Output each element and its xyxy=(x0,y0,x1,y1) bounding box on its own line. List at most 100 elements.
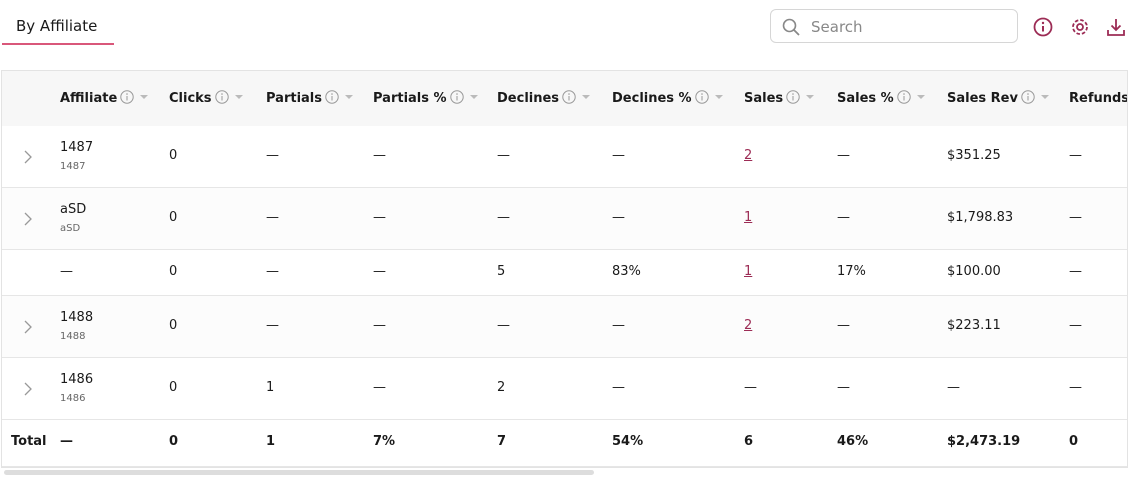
table-cell: — xyxy=(947,380,960,395)
table-cell: — xyxy=(837,318,850,333)
total-cell: $2,473.19 xyxy=(947,434,1021,449)
affiliate-id: aSD xyxy=(60,223,81,234)
table-cell: 0 xyxy=(169,264,178,279)
header-icons[interactable] xyxy=(694,90,729,104)
header-icons[interactable] xyxy=(562,90,596,104)
table-cell: — xyxy=(612,380,625,395)
tab-underline xyxy=(2,43,114,45)
total-cell: 0 xyxy=(1069,434,1079,449)
header-row: Affiliate Clicks Partials Partials % Decline… xyxy=(2,71,1127,127)
table-cell: — xyxy=(837,210,850,225)
table-cell: 2 xyxy=(497,380,506,395)
table-cell: — xyxy=(266,210,279,225)
settings-button[interactable] xyxy=(1070,17,1090,37)
table-row: 1488 1488 0 — — — — 2 — $223.11 — xyxy=(2,296,1127,358)
header-icons[interactable] xyxy=(786,90,820,104)
table-cell: 5 xyxy=(497,264,506,279)
table-cell: — xyxy=(373,318,386,333)
column-header[interactable]: Partials xyxy=(266,90,359,106)
column-header[interactable]: Sales % xyxy=(837,90,931,106)
table-cell: 0 xyxy=(169,318,178,333)
column-header[interactable]: Declines xyxy=(497,90,596,106)
table-cell: 0 xyxy=(169,210,178,225)
table-row: — 0 — — 5 83% 1 17% $100.00 — xyxy=(2,250,1127,296)
table-cell: 83% xyxy=(612,264,641,279)
sales-link[interactable]: 1 xyxy=(744,264,753,279)
column-header[interactable]: Partials % xyxy=(373,90,484,106)
search-placeholder: Search xyxy=(811,18,863,36)
table-cell: — xyxy=(1069,318,1082,333)
table-cell: — xyxy=(1069,264,1082,279)
affiliate-name: 1487 xyxy=(60,140,94,155)
total-cell: 6 xyxy=(744,434,754,449)
table-cell: 0 xyxy=(169,380,178,395)
table-row: 1487 1487 0 — — — — 2 — $351.25 — xyxy=(2,126,1127,188)
table-cell: — xyxy=(497,148,510,163)
table-cell: — xyxy=(1069,380,1082,395)
total-cell: 46% xyxy=(837,434,869,449)
expand-toggle[interactable] xyxy=(23,381,33,397)
column-header[interactable]: Declines % xyxy=(612,90,729,106)
header-icons[interactable] xyxy=(214,90,249,104)
table-cell: — xyxy=(373,380,386,395)
table-cell: — xyxy=(266,148,279,163)
column-header[interactable]: Sales Rev xyxy=(947,90,1055,106)
table-cell: — xyxy=(373,210,386,225)
table-cell: — xyxy=(837,148,850,163)
total-cell: 54% xyxy=(612,434,644,449)
search-icon xyxy=(782,18,800,36)
table-cell: — xyxy=(266,264,279,279)
header-icons[interactable] xyxy=(325,90,359,104)
header-icons[interactable] xyxy=(897,90,931,104)
scrollbar[interactable] xyxy=(4,470,594,475)
affiliate-id: 1488 xyxy=(60,331,86,342)
expand-toggle[interactable] xyxy=(23,149,33,165)
table-cell: — xyxy=(744,380,757,395)
table-cell: $223.11 xyxy=(947,318,1001,333)
table-cell: 17% xyxy=(837,264,866,279)
column-header[interactable]: Clicks xyxy=(169,90,249,106)
affiliate-id: 1486 xyxy=(60,393,86,404)
sales-link[interactable]: 2 xyxy=(744,148,753,163)
expand-toggle[interactable] xyxy=(23,319,33,335)
download-button[interactable] xyxy=(1106,17,1126,37)
table-cell: — xyxy=(612,148,625,163)
search-box[interactable]: Search xyxy=(770,9,1018,43)
header-icons[interactable] xyxy=(120,90,154,104)
sales-link[interactable]: 2 xyxy=(744,318,753,333)
affiliate-name: 1488 xyxy=(60,310,94,325)
table-cell: — xyxy=(612,210,625,225)
total-cell: 1 xyxy=(266,434,276,449)
header-icons[interactable] xyxy=(449,90,484,104)
expand-toggle[interactable] xyxy=(23,211,33,227)
header-icons[interactable] xyxy=(1021,90,1055,104)
table: Affiliate Clicks Partials Partials % Decline… xyxy=(1,70,1128,468)
column-header[interactable]: Affiliate xyxy=(60,90,154,106)
table-cell: — xyxy=(1069,210,1082,225)
table-cell: $1,798.83 xyxy=(947,210,1014,225)
table-cell: $100.00 xyxy=(947,264,1001,279)
column-header[interactable]: Sales xyxy=(744,90,820,106)
total-cell: 0 xyxy=(169,434,179,449)
sales-link[interactable]: 1 xyxy=(744,210,753,225)
tab[interactable]: By Affiliate xyxy=(16,17,98,35)
affiliate-name: 1486 xyxy=(60,372,94,387)
column-header[interactable]: Refunds xyxy=(1069,90,1127,106)
affiliate-name: aSD xyxy=(60,202,87,217)
table-cell: — xyxy=(612,318,625,333)
total-row: Total — 0 1 7% 7 54% 6 46% $2,473.19 0 xyxy=(2,420,1127,467)
total-cell: 7 xyxy=(497,434,507,449)
table-row: 1486 1486 0 1 — 2 — — — — — xyxy=(2,358,1127,420)
table-cell: — xyxy=(497,318,510,333)
affiliate-id: 1487 xyxy=(60,161,86,172)
total-cell: — xyxy=(60,434,73,449)
total-cell: 7% xyxy=(373,434,396,449)
affiliate-name: — xyxy=(60,264,73,279)
table-cell: — xyxy=(1069,148,1082,163)
table-cell: $351.25 xyxy=(947,148,1001,163)
table-cell: — xyxy=(497,210,510,225)
table-cell: — xyxy=(373,148,386,163)
info-button[interactable] xyxy=(1033,17,1053,37)
total-label: Total xyxy=(11,434,47,449)
